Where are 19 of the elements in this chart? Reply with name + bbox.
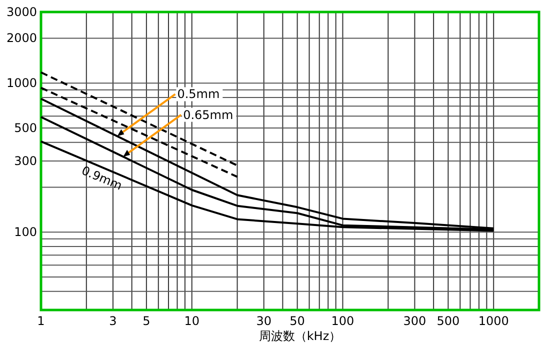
annotation: 0.5mm — [177, 87, 220, 102]
x-tick-label: 30 — [256, 314, 272, 328]
x-tick-label: 1000 — [478, 314, 509, 328]
y-tick-label: 2000 — [6, 31, 37, 46]
x-tick-label: 3 — [109, 314, 117, 328]
y-tick-label: 100 — [14, 225, 37, 240]
x-tick-label: 10 — [184, 314, 200, 328]
annotation: 0.65mm — [183, 108, 234, 122]
y-tick-label: 300 — [14, 154, 37, 168]
x-axis-title: 周波数（kHz） — [258, 329, 342, 343]
x-tick-label: 100 — [331, 314, 354, 328]
x-tick-label: 1 — [37, 314, 45, 328]
x-tick-label: 500 — [436, 314, 460, 328]
y-tick-label: 1000 — [6, 76, 37, 90]
x-tick-label: 300 — [403, 314, 426, 328]
y-tick-label: 3000 — [6, 5, 37, 19]
y-tick-label: 500 — [14, 120, 37, 135]
x-tick-label: 50 — [290, 314, 305, 328]
x-tick-label: 5 — [142, 314, 150, 328]
